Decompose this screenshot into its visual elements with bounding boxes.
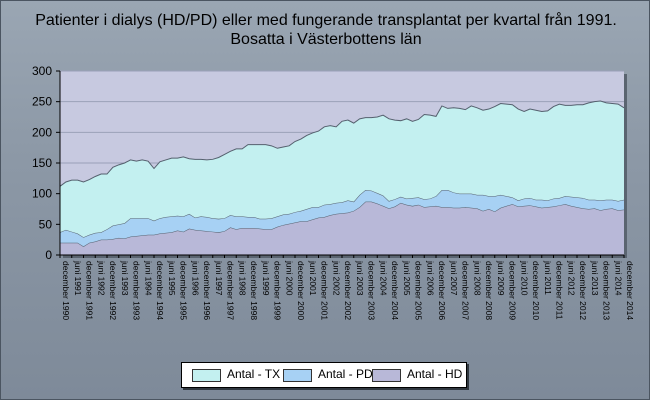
legend: Antal - TX Antal - PD Antal - HD: [181, 362, 467, 388]
x-tick-label-25: juni 2003: [355, 260, 365, 296]
chart-title-line-2: Bosatta i Västerbottens län: [230, 31, 422, 48]
x-tick-label-18: december 1999: [273, 261, 283, 320]
x-tick-label-8: december 1994: [155, 261, 165, 320]
legend-label-hd: Antal - HD: [407, 367, 463, 381]
x-tick-label-47: juni 2014: [613, 260, 623, 296]
chart-title-line-1: Patienter i dialys (HD/PD) eller med fun…: [35, 12, 617, 29]
x-tick-label-15: juni 1998: [237, 260, 247, 296]
legend-label-pd: Antal - PD: [318, 367, 373, 381]
x-tick-label-3: juni 1992: [96, 260, 106, 296]
x-tick-label-35: juni 2008: [472, 260, 482, 296]
x-tick-label-16: december 1998: [249, 261, 259, 320]
x-tick-label-46: december 2013: [602, 261, 612, 320]
y-tick-label-50: 50: [39, 217, 53, 231]
x-tick-label-19: juni 2000: [284, 260, 294, 296]
y-tick-label-250: 250: [32, 95, 52, 109]
x-tick-label-43: juni 2012: [566, 260, 576, 296]
x-tick-label-28: december 2004: [390, 261, 400, 320]
x-tick-label-13: juni 1997: [214, 260, 224, 296]
x-tick-label-30: december 2005: [414, 261, 424, 320]
x-tick-label-2: december 1991: [85, 261, 95, 320]
x-tick-label-33: juni 2007: [449, 260, 459, 296]
x-tick-label-37: juni 2009: [496, 260, 506, 296]
x-tick-label-17: juni 1999: [261, 260, 271, 296]
x-tick-label-6: december 1993: [132, 261, 142, 320]
x-tick-label-14: december 1997: [226, 261, 236, 320]
x-tick-label-42: december 2011: [555, 261, 565, 320]
legend-swatch-hd: [372, 369, 401, 382]
x-tick-label-21: juni 2001: [308, 260, 318, 296]
y-tick-label-100: 100: [32, 187, 52, 201]
x-tick-label-34: december 2007: [461, 261, 471, 320]
x-tick-label-0: december 1990: [61, 261, 71, 320]
x-tick-label-5: juni 1993: [120, 260, 130, 296]
x-tick-label-12: december 1996: [202, 261, 212, 320]
x-tick-label-41: juni 2011: [543, 260, 553, 295]
legend-swatch-tx: [192, 369, 221, 382]
line-antal-tx: [59, 100, 625, 187]
x-tick-label-10: december 1995: [179, 261, 189, 320]
x-tick-label-45: juni 2013: [590, 260, 600, 296]
chart-title: Patienter i dialys (HD/PD) eller med fun…: [1, 11, 650, 49]
y-tick-label-200: 200: [32, 125, 52, 139]
area-antal-tx: [60, 101, 624, 238]
y-tick-label-300: 300: [32, 64, 52, 78]
x-tick-label-24: december 2002: [343, 261, 353, 320]
x-tick-label-31: juni 2006: [425, 260, 435, 296]
x-tick-label-11: juni 1996: [190, 260, 200, 296]
legend-swatch-pd: [283, 369, 312, 382]
area-antal-hd: [60, 201, 624, 255]
x-tick-label-29: juni 2005: [402, 260, 412, 296]
x-tick-label-1: juni 1991: [73, 260, 83, 296]
x-tick-label-26: december 2003: [367, 261, 377, 320]
x-tick-label-39: juni 2010: [519, 260, 529, 296]
x-tick-label-48: december 2014: [625, 261, 635, 320]
x-tick-label-23: juni 2002: [331, 260, 341, 296]
legend-label-tx: Antal - TX: [227, 367, 281, 381]
x-tick-label-22: december 2001: [320, 261, 330, 320]
area-antal-pd: [60, 189, 624, 247]
y-tick-label-150: 150: [32, 156, 52, 170]
x-tick-label-32: december 2006: [437, 261, 447, 320]
x-tick-label-38: december 2009: [508, 261, 518, 320]
y-tick-label-0: 0: [45, 248, 52, 262]
x-tick-label-20: december 2000: [296, 261, 306, 320]
x-tick-label-4: december 1992: [108, 261, 118, 320]
x-tick-label-40: december 2010: [531, 261, 541, 320]
x-tick-label-9: juni 1995: [167, 260, 177, 296]
x-tick-label-44: december 2012: [578, 261, 588, 320]
x-tick-label-7: juni 1994: [143, 260, 153, 296]
x-tick-label-36: december 2008: [484, 261, 494, 320]
x-tick-label-27: juni 2004: [378, 260, 388, 296]
